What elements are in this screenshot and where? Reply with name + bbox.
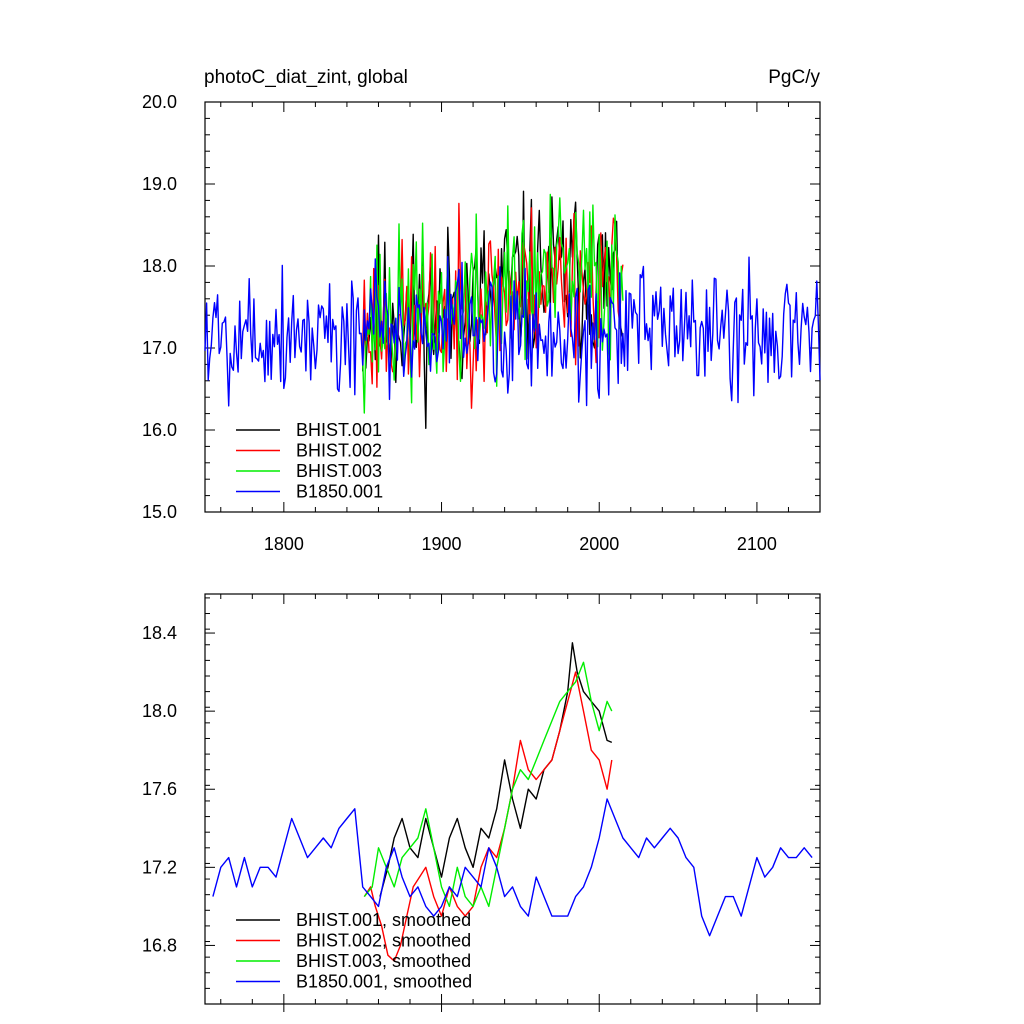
y-tick-label: 16.8 bbox=[142, 935, 177, 955]
legend-label: B1850.001 bbox=[296, 482, 383, 502]
top-chart-units: PgC/y bbox=[768, 67, 820, 88]
series-line-bhist-002 bbox=[362, 202, 624, 409]
legend-label: BHIST.002, smoothed bbox=[296, 931, 471, 951]
top-axis-ticks: 1800 1900 2000 2100 15.0 16.0 17.0 18.0 19.0 20.0 bbox=[142, 92, 821, 554]
y-tick-label: 20.0 bbox=[142, 92, 177, 112]
y-tick-label: 19.0 bbox=[142, 174, 177, 194]
legend-label: BHIST.003 bbox=[296, 461, 382, 481]
x-tick-label: 2000 bbox=[579, 534, 619, 554]
x-tick-label: 2100 bbox=[737, 534, 777, 554]
y-tick-label: 17.0 bbox=[142, 338, 177, 358]
series-line-bhist-002-smoothed bbox=[363, 671, 613, 962]
top-plot-frame bbox=[204, 101, 821, 513]
legend-label: BHIST.001 bbox=[296, 420, 382, 440]
x-tick-label: 1800 bbox=[264, 534, 304, 554]
legend-label: B1850.001, smoothed bbox=[296, 972, 472, 992]
top-series-lines bbox=[204, 190, 821, 429]
bottom-axis-ticks: 16.8 17.2 17.6 18.0 18.4 bbox=[142, 594, 821, 1012]
series-line-b1850-001-smoothed bbox=[212, 798, 813, 937]
y-tick-label: 17.2 bbox=[142, 857, 177, 877]
y-tick-label: 18.4 bbox=[142, 623, 177, 643]
bottom-series-lines bbox=[212, 642, 813, 962]
legend-label: BHIST.002 bbox=[296, 441, 382, 461]
bottom-chart-panel: 16.8 17.2 17.6 18.0 18.4 BHIST.001, smoothed… bbox=[142, 593, 821, 1012]
series-line-b1850-001 bbox=[204, 256, 821, 407]
series-line-bhist-001-smoothed bbox=[379, 642, 613, 897]
y-tick-label: 15.0 bbox=[142, 502, 177, 522]
x-tick-label: 1900 bbox=[422, 534, 462, 554]
top-chart-panel: photoC_diat_zint, global PgC/y 1800 1900 2… bbox=[142, 67, 821, 554]
legend-label: BHIST.003, smoothed bbox=[296, 951, 471, 971]
y-tick-label: 16.0 bbox=[142, 420, 177, 440]
y-tick-label: 18.0 bbox=[142, 256, 177, 276]
y-tick-label: 18.0 bbox=[142, 701, 177, 721]
legend-label: BHIST.001, smoothed bbox=[296, 910, 471, 930]
y-tick-label: 17.6 bbox=[142, 779, 177, 799]
bottom-plot-frame bbox=[204, 593, 821, 1005]
series-line-bhist-003 bbox=[362, 193, 624, 414]
top-chart-title: photoC_diat_zint, global bbox=[204, 67, 408, 88]
series-line-bhist-003-smoothed bbox=[363, 661, 613, 908]
